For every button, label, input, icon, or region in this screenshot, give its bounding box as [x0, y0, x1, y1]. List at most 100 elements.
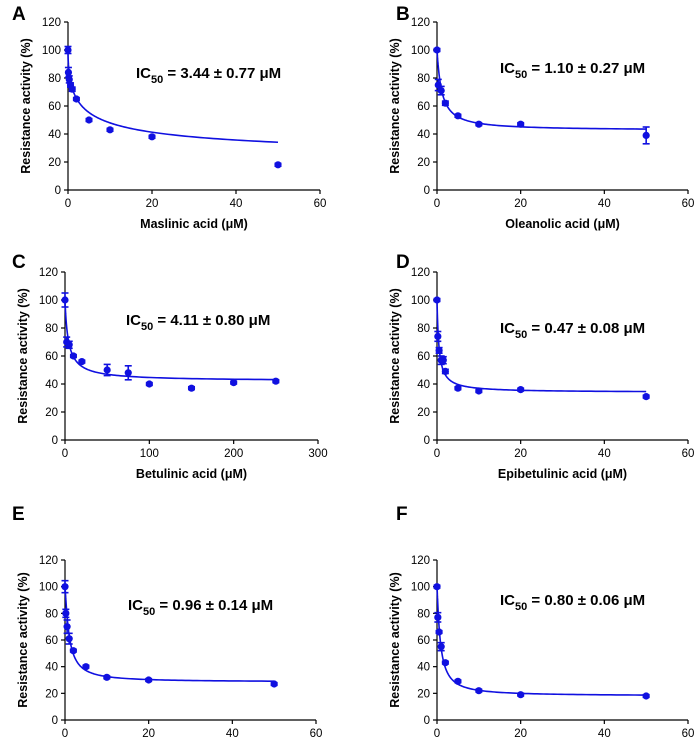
y-tick-label: 20 [417, 407, 430, 419]
data-point [78, 358, 86, 366]
data-point [475, 120, 483, 128]
data-point [69, 352, 78, 360]
panel-letter: D [396, 252, 410, 273]
x-tick-label: 40 [598, 448, 611, 460]
y-tick-label: 120 [39, 555, 58, 567]
fit-curve [436, 299, 647, 393]
data-point [437, 87, 445, 95]
data-point [230, 379, 238, 387]
x-tick-label: 60 [314, 198, 327, 210]
x-tick-label: 60 [682, 198, 695, 210]
y-tick-label: 40 [417, 379, 430, 391]
y-tick-label: 0 [424, 715, 430, 727]
x-axis-title: Oleanolic acid (μM) [505, 217, 620, 231]
data-point [441, 367, 449, 375]
x-tick-label: 40 [598, 728, 611, 740]
y-axis-title: Resistance activity (%) [16, 572, 30, 707]
data-point [148, 133, 156, 141]
fit-curve [67, 49, 279, 144]
y-tick-label: 0 [52, 715, 58, 727]
panel-letter: F [396, 504, 408, 525]
data-point [433, 46, 441, 54]
data-point [272, 377, 280, 385]
x-axis-title: Maslinic acid (μM) [140, 217, 248, 231]
data-point [437, 643, 445, 651]
data-point [434, 613, 442, 621]
x-tick-label: 100 [140, 448, 159, 460]
data-point [642, 393, 650, 401]
y-tick-label: 120 [42, 17, 61, 29]
panel-letter: A [12, 4, 26, 25]
data-point [62, 609, 70, 617]
y-tick-label: 80 [45, 323, 58, 335]
y-tick-label: 0 [55, 185, 61, 197]
y-tick-label: 100 [411, 295, 430, 307]
y-tick-label: 120 [411, 17, 430, 29]
y-tick-label: 120 [411, 267, 430, 279]
data-point [517, 120, 525, 128]
data-point [61, 583, 69, 591]
data-point [145, 380, 153, 388]
data-point [642, 131, 650, 139]
x-tick-label: 60 [682, 448, 695, 460]
ic50-annotation: IC50 = 0.80 ± 0.06 μM [500, 592, 645, 613]
x-tick-label: 200 [224, 448, 243, 460]
data-point [517, 691, 525, 699]
x-tick-label: 40 [598, 198, 611, 210]
y-tick-label: 0 [424, 185, 430, 197]
y-tick-label: 80 [417, 608, 430, 620]
data-point [270, 680, 278, 688]
data-point [103, 673, 111, 681]
data-point [63, 623, 71, 631]
y-tick-label: 80 [45, 608, 58, 620]
y-axis-title: Resistance activity (%) [388, 572, 402, 707]
x-tick-label: 20 [514, 728, 527, 740]
x-tick-label: 0 [434, 448, 440, 460]
y-axis-title: Resistance activity (%) [388, 288, 402, 423]
ic50-annotation: IC50 = 0.96 ± 0.14 μM [128, 597, 273, 618]
x-tick-label: 0 [434, 198, 440, 210]
x-tick-label: 300 [308, 448, 327, 460]
x-tick-label: 40 [226, 728, 239, 740]
y-tick-label: 100 [39, 295, 58, 307]
data-point [65, 75, 73, 83]
x-tick-label: 0 [62, 728, 68, 740]
x-tick-label: 60 [682, 728, 695, 740]
y-tick-label: 20 [48, 157, 61, 169]
data-point [441, 659, 449, 667]
chart-panel-f: F 0 20 40 60 80 100 120 0 20 40 60 Resistance activi… [388, 504, 695, 740]
chart-panel-a: A 0 20 40 60 80 100 120 0 20 40 60 Resistance activi… [12, 4, 326, 231]
data-point [145, 676, 153, 684]
y-axis-title: Resistance activity (%) [16, 288, 30, 423]
y-tick-label: 100 [42, 45, 61, 57]
y-tick-label: 40 [417, 129, 430, 141]
ic50-annotation: IC50 = 3.44 ± 0.77 μM [136, 65, 281, 86]
y-tick-label: 80 [48, 73, 61, 85]
data-point [434, 332, 442, 340]
data-point [435, 346, 443, 354]
data-point [61, 296, 69, 304]
data-point [454, 677, 462, 685]
y-tick-label: 40 [417, 662, 430, 674]
x-tick-label: 20 [514, 448, 527, 460]
data-point [72, 95, 80, 103]
data-point [103, 366, 111, 374]
x-tick-label: 60 [310, 728, 323, 740]
data-point [642, 692, 650, 700]
y-tick-label: 60 [48, 101, 61, 113]
y-tick-label: 40 [45, 662, 58, 674]
chart-panel-b: B 0 20 40 60 80 100 120 0 20 40 60 Resistance activi… [388, 4, 694, 231]
y-tick-label: 20 [417, 688, 430, 700]
data-point [454, 384, 462, 392]
y-tick-label: 100 [411, 582, 430, 594]
chart-panel-c: C 0 20 40 60 80 100 120 0 100 200 300 Resistance act… [12, 252, 328, 481]
data-point [475, 387, 483, 395]
y-tick-label: 20 [45, 688, 58, 700]
y-tick-label: 60 [417, 635, 430, 647]
y-tick-label: 120 [39, 267, 58, 279]
data-point [439, 356, 447, 364]
data-point [433, 583, 441, 591]
x-tick-label: 20 [142, 728, 155, 740]
x-tick-label: 40 [230, 198, 243, 210]
